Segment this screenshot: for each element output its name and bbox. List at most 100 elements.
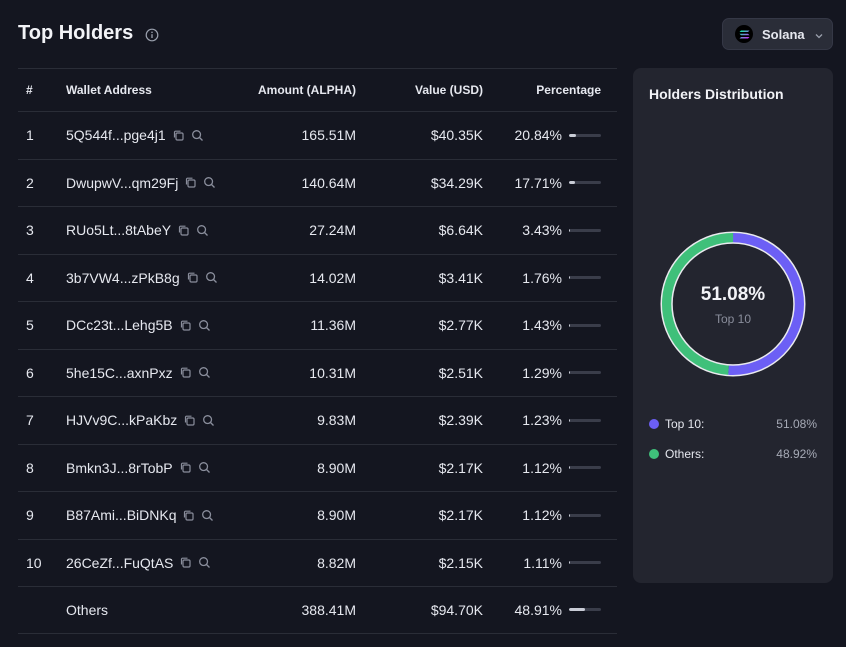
search-icon[interactable] (205, 271, 218, 284)
row-amount: 165.51M (301, 127, 356, 144)
row-wallet: Others (66, 601, 109, 618)
copy-icon[interactable] (186, 271, 199, 284)
row-amount: 9.83M (317, 412, 356, 429)
search-icon[interactable] (196, 224, 209, 237)
percentage-text: 1.12% (522, 459, 562, 476)
legend-dot-others (649, 449, 659, 459)
row-value: $2.15K (438, 554, 483, 571)
copy-icon[interactable] (179, 461, 192, 474)
percentage-bar-fill (569, 228, 571, 232)
info-icon[interactable] (145, 28, 159, 42)
row-value: $2.17K (438, 459, 483, 476)
percentage-bar-fill (569, 181, 575, 185)
table-body: 1 5Q544f...pge4j1 165.51M $40.35K 20.84% 2 Dwu… (18, 111, 617, 586)
legend-label: Top 10: (665, 417, 705, 431)
row-percentage: 48.91% (483, 602, 609, 618)
percentage-bar (569, 466, 601, 470)
page-title: Top Holders (18, 22, 134, 44)
row-value: $94.70K (430, 601, 483, 618)
row-rank: 4 (26, 269, 34, 286)
copy-icon[interactable] (184, 176, 197, 189)
row-percentage: 1.11% (483, 555, 609, 571)
percentage-bar (569, 133, 601, 137)
wallet-address-link[interactable]: 3b7VW4...zPkB8g (66, 269, 180, 286)
wallet-address-link[interactable]: DwupwV...qm29Fj (66, 174, 179, 191)
table-row: 7 HJVv9C...kPaKbz 9.83M $2.39K 1.23% (18, 396, 617, 444)
search-icon[interactable] (201, 509, 214, 522)
table-row: 2 DwupwV...qm29Fj 140.64M $34.29K 17.71% (18, 158, 617, 207)
row-rank: 2 (26, 174, 34, 191)
row-wallet: 3b7VW4...zPkB8g (66, 270, 218, 286)
search-icon[interactable] (202, 414, 215, 427)
percentage-text: 1.23% (522, 412, 562, 429)
row-value: $2.77K (438, 317, 483, 334)
wallet-address-link[interactable]: 5Q544f...pge4j1 (66, 127, 166, 144)
table-row: 8 Bmkn3J...8rTobP 8.90M $2.17K 1.12% (18, 443, 617, 492)
copy-icon[interactable] (179, 556, 192, 569)
row-percentage: 1.12% (483, 460, 609, 476)
percentage-bar (569, 228, 601, 232)
percentage-text: 1.43% (522, 317, 562, 334)
row-wallet: 5Q544f...pge4j1 (66, 127, 218, 143)
wallet-address-link[interactable]: Bmkn3J...8rTobP (66, 459, 173, 476)
row-amount: 8.90M (317, 507, 356, 524)
percentage-bar (569, 608, 601, 612)
row-wallet: Bmkn3J...8rTobP (66, 460, 218, 476)
copy-icon[interactable] (182, 509, 195, 522)
search-icon[interactable] (198, 461, 211, 474)
table-row: 3 RUo5Lt...8tAbeY 27.24M $6.64K 3.43% (18, 206, 617, 254)
percentage-text: 20.84% (514, 127, 562, 144)
row-rank: 8 (26, 459, 34, 476)
legend-label: Others: (665, 447, 705, 461)
distribution-title: Holders Distribution (649, 86, 784, 102)
row-percentage: 1.23% (483, 412, 609, 428)
row-value: $2.51K (438, 364, 483, 381)
row-wallet: HJVv9C...kPaKbz (66, 412, 218, 428)
row-amount: 27.24M (309, 222, 356, 239)
wallet-address-link[interactable]: DCc23t...Lehg5B (66, 317, 173, 334)
legend-dot-top10 (649, 419, 659, 429)
holders-table: # Wallet Address Amount (ALPHA) Value (U… (18, 68, 617, 634)
table-header: # Wallet Address Amount (ALPHA) Value (U… (18, 68, 617, 111)
row-value: $2.39K (438, 412, 483, 429)
table-row: 1 5Q544f...pge4j1 165.51M $40.35K 20.84% (18, 111, 617, 159)
wallet-address-link[interactable]: B87Ami...BiDNKq (66, 507, 177, 524)
copy-icon[interactable] (179, 366, 192, 379)
search-icon[interactable] (198, 319, 211, 332)
row-percentage: 1.76% (483, 270, 609, 286)
percentage-bar (569, 276, 601, 280)
row-wallet: B87Ami...BiDNKq (66, 507, 218, 523)
donut-center-label: Top 10 (714, 312, 752, 326)
row-value: $34.29K (430, 174, 483, 191)
copy-icon[interactable] (172, 129, 185, 142)
wallet-address-link[interactable]: HJVv9C...kPaKbz (66, 412, 178, 429)
wallet-address-link[interactable]: 26CeZf...FuQtAS (66, 554, 174, 571)
col-amount-header: Amount (ALPHA) (258, 83, 356, 97)
row-rank: 6 (26, 364, 34, 381)
row-value: $40.35K (430, 127, 483, 144)
search-icon[interactable] (203, 176, 216, 189)
chain-label: Solana (762, 26, 805, 42)
percentage-text: 17.71% (514, 174, 562, 191)
legend-top10: Top 10: 51.08% (649, 417, 817, 431)
table-row-others: Others 388.41M $94.70K 48.91% (18, 586, 617, 634)
copy-icon[interactable] (177, 224, 190, 237)
copy-icon[interactable] (179, 319, 192, 332)
copy-icon[interactable] (183, 414, 196, 427)
wallet-address-link[interactable]: 5he15C...axnPxz (66, 364, 173, 381)
chain-select-button[interactable]: Solana (722, 18, 833, 50)
wallet-address-link[interactable]: RUo5Lt...8tAbeY (66, 222, 172, 239)
search-icon[interactable] (198, 556, 211, 569)
search-icon[interactable] (198, 366, 211, 379)
donut-others-arc (662, 233, 804, 375)
search-icon[interactable] (191, 129, 204, 142)
legend-value: 48.92% (776, 447, 817, 461)
legend-others: Others: 48.92% (649, 447, 817, 461)
row-percentage: 3.43% (483, 222, 609, 238)
percentage-bar (569, 561, 601, 565)
row-value: $2.17K (438, 507, 483, 524)
percentage-bar-fill (569, 276, 570, 280)
row-rank: 3 (26, 222, 34, 239)
legend-value: 51.08% (776, 417, 817, 431)
row-percentage: 20.84% (483, 127, 609, 143)
